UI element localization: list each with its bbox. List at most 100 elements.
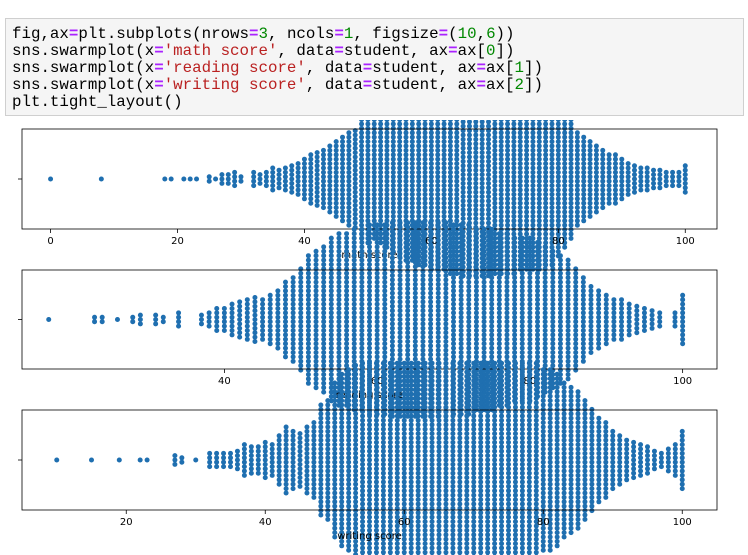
writing-score-point <box>436 532 442 538</box>
reading-score-point <box>489 279 495 285</box>
writing-score-point <box>471 360 477 366</box>
reading-score-point <box>389 339 395 344</box>
writing-score-point <box>457 431 463 437</box>
writing-score-point <box>353 376 359 382</box>
writing-score-point <box>485 360 491 366</box>
writing-score-point <box>367 382 372 388</box>
writing-score-point <box>443 439 449 445</box>
writing-score-point <box>471 461 477 467</box>
math-score-point <box>498 174 504 180</box>
math-score-point <box>384 165 390 171</box>
reading-score-point <box>619 323 625 329</box>
math-score-point <box>498 152 504 158</box>
writing-score-point <box>360 549 366 555</box>
math-score-point <box>371 169 377 175</box>
math-score-point <box>422 200 428 206</box>
writing-score-point <box>499 483 505 489</box>
reading-score-point <box>557 262 563 267</box>
math-score-point <box>403 156 409 162</box>
writing-score-point <box>471 431 477 437</box>
writing-score-point <box>512 431 518 437</box>
math-score-point <box>543 209 549 215</box>
writing-score-point <box>387 391 393 397</box>
writing-score-point <box>401 378 407 384</box>
math-score-point <box>359 191 365 197</box>
math-score-point <box>346 196 352 202</box>
math-score-point <box>441 191 447 197</box>
writing-score-point <box>332 406 338 412</box>
math-score-point <box>619 161 625 167</box>
writing-score-point <box>457 549 463 555</box>
reading-score-point <box>344 257 350 263</box>
writing-score-point <box>325 406 331 412</box>
writing-score-point <box>450 483 456 489</box>
math-score-point <box>479 163 485 169</box>
writing-score-point <box>318 450 324 456</box>
math-score-point <box>574 213 580 219</box>
math-score-point <box>466 150 472 156</box>
reading-score-point <box>313 248 319 254</box>
math-score-point <box>454 183 460 189</box>
reading-score-point <box>428 312 434 318</box>
reading-score-point <box>252 303 258 309</box>
writing-score-point <box>415 422 421 428</box>
writing-score-point <box>457 457 463 463</box>
writing-score-point <box>443 369 449 375</box>
writing-score-point <box>283 468 289 474</box>
math-score-point <box>466 158 472 164</box>
reading-score-point <box>336 332 342 338</box>
reading-score-point <box>619 336 625 342</box>
reading-score-point <box>473 279 479 285</box>
reading-score-point <box>267 314 273 320</box>
writing-score-point <box>394 519 400 525</box>
reading-score-point <box>626 301 632 307</box>
writing-score-point <box>485 519 491 525</box>
reading-score-point <box>611 306 617 311</box>
math-score-point <box>225 176 231 182</box>
math-score-point <box>682 172 688 178</box>
writing-score-point <box>512 457 518 463</box>
math-score-point <box>466 185 472 191</box>
reading-score-point <box>321 354 327 360</box>
reading-score-point <box>504 319 510 325</box>
code-cell[interactable]: fig,ax=plt.subplots(nrows=3, ncols=1, fi… <box>5 18 744 116</box>
reading-score-point <box>466 262 472 267</box>
reading-score-point <box>359 248 365 254</box>
reading-score-point <box>290 310 296 316</box>
writing-score-point <box>172 457 178 463</box>
writing-score-point <box>318 503 324 509</box>
math-score-point <box>517 191 523 197</box>
writing-score-point <box>269 459 275 465</box>
reading-score-point <box>542 270 548 276</box>
writing-score-point <box>478 369 484 375</box>
reading-score-point <box>527 345 533 351</box>
writing-score-point <box>367 422 372 428</box>
writing-score-point <box>360 510 366 516</box>
writing-score-point <box>373 492 379 498</box>
reading-score-point <box>435 259 441 265</box>
writing-score-point <box>492 461 498 467</box>
math-score-point <box>612 169 618 175</box>
writing-score-point <box>499 541 505 547</box>
reading-score-point <box>374 222 380 228</box>
math-score-point <box>359 169 365 175</box>
writing-score-point <box>408 369 414 375</box>
reading-score-point <box>496 292 502 298</box>
reading-score-point <box>412 317 418 322</box>
writing-score-point <box>346 442 352 448</box>
math-score-point <box>638 178 644 184</box>
reading-score-point <box>405 224 411 230</box>
writing-score-point <box>325 415 331 421</box>
math-score-point <box>359 200 365 206</box>
writing-score-point <box>346 398 352 404</box>
writing-score-point <box>394 514 400 520</box>
writing-score-point <box>464 470 470 476</box>
math-score-point <box>555 165 561 171</box>
writing-score-point <box>172 453 178 459</box>
math-score-point <box>409 191 415 197</box>
math-score-point <box>340 196 346 202</box>
reading-score-point <box>389 224 395 230</box>
writing-score-point <box>450 391 456 397</box>
reading-score-point <box>443 242 449 248</box>
code-token: ax[ <box>486 59 515 77</box>
